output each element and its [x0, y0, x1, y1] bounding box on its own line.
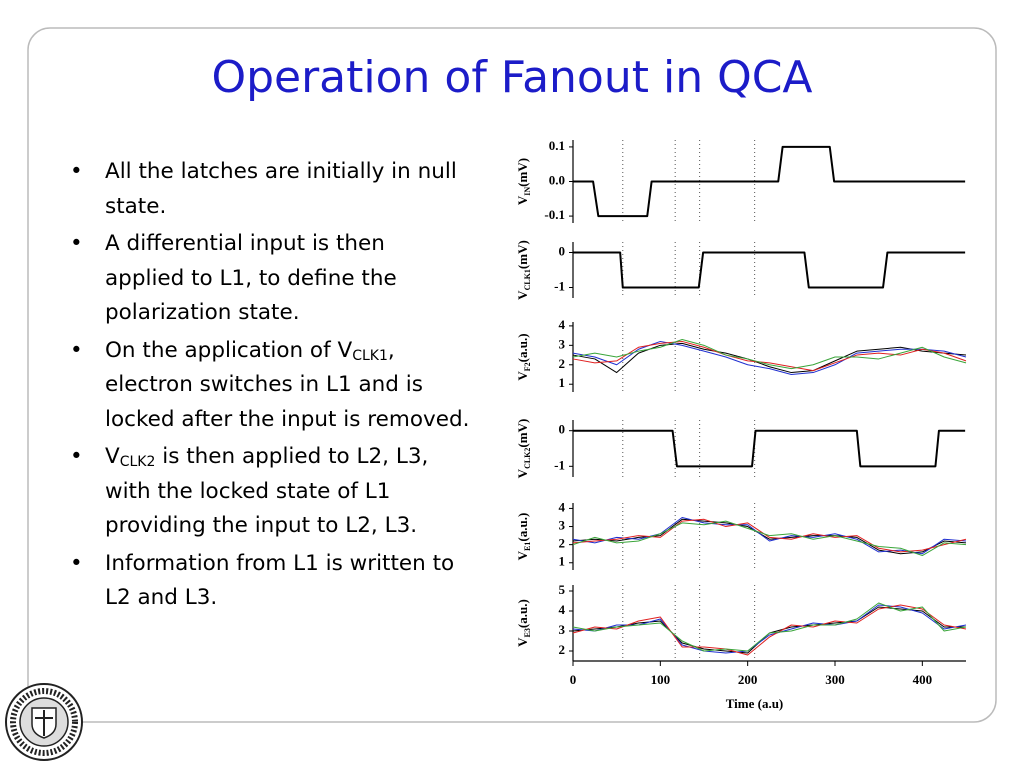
y-label-subscript: CLK1 — [523, 269, 532, 290]
trace — [573, 429, 966, 468]
bullet-text: is then applied to L2, L3, with the lock… — [105, 444, 429, 538]
slide-title: Operation of Fanout in QCA — [211, 52, 813, 103]
y-label-symbol: V — [515, 290, 530, 300]
bullet-text: V — [105, 444, 120, 469]
x-tick-label: 100 — [651, 672, 671, 687]
y-tick-label: 2 — [559, 536, 566, 551]
y-tick-label: 0.1 — [549, 138, 565, 153]
y-axis-label: VF2(a.u.) — [515, 333, 532, 380]
trace — [572, 516, 967, 555]
bullet-text: On the application of V — [105, 337, 353, 363]
y-tick-label: 5 — [559, 582, 566, 597]
y-tick-label: 4 — [559, 499, 566, 514]
y-label-symbol: V — [515, 195, 530, 205]
trace — [572, 604, 967, 656]
trace — [572, 342, 967, 374]
slide-border — [27, 27, 997, 723]
y-tick-label: 3 — [559, 336, 566, 351]
y-tick-label: -1 — [554, 278, 565, 293]
subscript: CLK2 — [119, 454, 156, 470]
y-tick-label: 2 — [559, 356, 566, 371]
x-tick-label: 400 — [913, 672, 933, 687]
y-label-subscript: IN — [523, 187, 532, 196]
trace — [572, 602, 967, 652]
x-axis-label: Time (a.u) — [726, 696, 784, 711]
y-label-symbol: V — [515, 550, 530, 560]
y-tick-label: 4 — [559, 317, 566, 332]
trace — [572, 604, 967, 654]
y-label-symbol: V — [515, 371, 530, 381]
y-label-unit: (a.u.) — [515, 513, 530, 542]
y-tick-label: 4 — [559, 602, 566, 617]
y-tick-label: 1 — [559, 375, 566, 390]
y-tick-label: 2 — [559, 642, 566, 657]
y-tick-label: -0.1 — [544, 207, 565, 222]
y-tick-label: 1 — [559, 554, 566, 569]
y-label-unit: (mV) — [515, 158, 530, 187]
y-axis-label: VCLK2(mV) — [515, 419, 532, 479]
trace — [572, 518, 967, 555]
x-tick-label: 0 — [570, 672, 577, 687]
x-tick-label: 200 — [738, 672, 758, 687]
y-axis-label: VE1(a.u.) — [515, 513, 532, 561]
trace — [572, 340, 967, 372]
y-axis-label: VIN(mV) — [515, 158, 532, 205]
bullet: Information from L1 is written to L2 and… — [70, 547, 470, 616]
y-axis-label: VCLK1(mV) — [515, 240, 532, 300]
y-label-subscript: E1 — [523, 542, 532, 551]
bullet-list: All the latches are initially in null st… — [70, 155, 470, 619]
x-tick-label: 300 — [825, 672, 845, 687]
y-tick-label: 3 — [559, 622, 566, 637]
y-tick-label: 0 — [559, 243, 566, 258]
trace — [572, 518, 967, 553]
y-label-symbol: V — [515, 468, 530, 478]
trace — [573, 251, 966, 289]
y-label-unit: (mV) — [515, 419, 530, 448]
bullet: A differential input is then applied to … — [70, 227, 470, 331]
y-tick-label: -1 — [554, 457, 565, 472]
y-tick-label: 3 — [559, 518, 566, 533]
trace — [572, 339, 967, 370]
bullet: All the latches are initially in null st… — [70, 155, 470, 224]
subscript: CLK1 — [352, 347, 388, 364]
y-label-unit: (a.u.) — [515, 599, 530, 628]
trace — [573, 145, 966, 218]
university-seal — [5, 683, 83, 761]
y-label-subscript: F2 — [523, 362, 532, 371]
y-label-subscript: E3 — [523, 628, 532, 637]
y-tick-label: 0.0 — [549, 172, 565, 187]
y-axis-label: VE3(a.u.) — [515, 599, 532, 647]
bullet-text: All the latches are initially in null st… — [105, 159, 457, 219]
y-label-unit: (mV) — [515, 240, 530, 269]
bullet-text: , electron switches in L1 and is locked … — [105, 337, 470, 432]
trace — [572, 606, 966, 654]
bullet-text: Information from L1 is written to L2 and… — [105, 550, 455, 611]
y-label-subscript: CLK2 — [523, 448, 532, 469]
y-tick-label: 0 — [559, 422, 566, 437]
bullet: On the application of VCLK1, electron sw… — [70, 334, 470, 438]
bullet: VCLK2 is then applied to L2, L3, with th… — [70, 440, 470, 544]
y-label-symbol: V — [515, 637, 530, 647]
y-label-unit: (a.u.) — [515, 333, 530, 362]
trace — [572, 340, 967, 375]
trace — [572, 520, 967, 557]
bullet-text: A differential input is then applied to … — [105, 231, 397, 325]
